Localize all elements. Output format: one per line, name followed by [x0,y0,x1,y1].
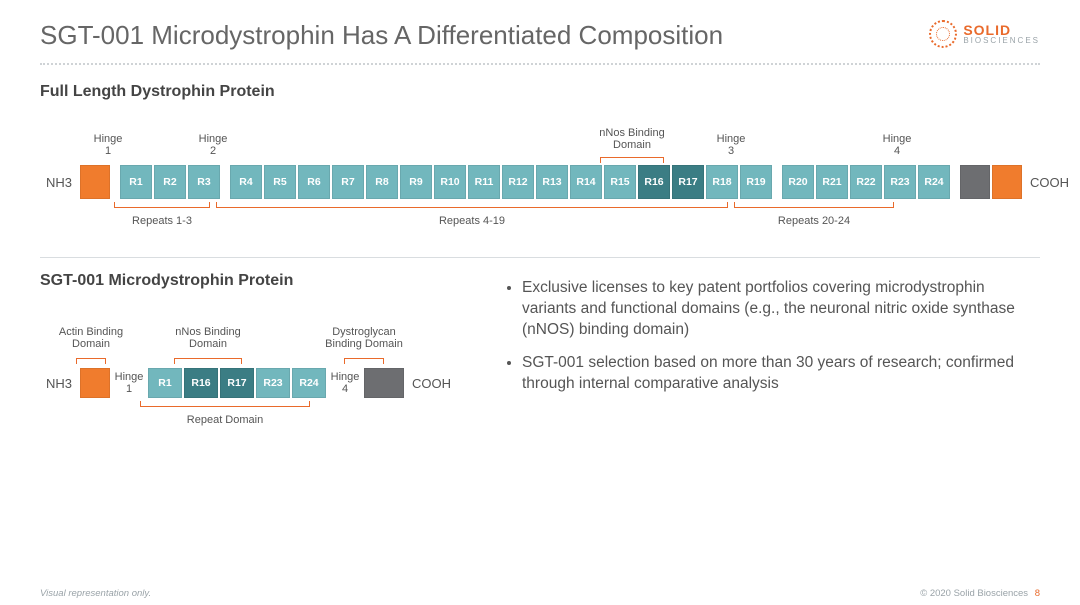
repeat-R10: R10 [434,165,466,199]
hinge2-label: Hinge2 [199,133,228,157]
footer-pagenum: 8 [1035,588,1040,599]
footer-disclaimer: Visual representation only. [40,588,151,599]
nh3-label: NH3 [40,175,78,190]
repeat-R22: R22 [850,165,882,199]
micro-R1: R1 [148,368,182,398]
repeat-R24: R24 [918,165,950,199]
orange-tail [992,165,1022,199]
full-protein-row: NH3R1R2R3R4R5R6R7R8R9R10R11R12R13R14R15R… [40,165,1075,199]
micro-R17: R17 [220,368,254,398]
footer-right: © 2020 Solid Biosciences 8 [920,588,1040,599]
hinge4-label: Hinge4 [883,133,912,157]
repeat-R8: R8 [366,165,398,199]
nnos-label: nNos BindingDomain [599,127,664,151]
micro-title: SGT-001 Microdystrophin Protein [40,272,470,290]
full-length-title: Full Length Dystrophin Protein [40,83,1040,101]
dgc-domain-label: DystroglycanBinding Domain [325,326,403,350]
repeat-R12: R12 [502,165,534,199]
repeat-R11: R11 [468,165,500,199]
section-divider [40,257,1040,258]
micro-grey-block [364,368,404,398]
lower-row: SGT-001 Microdystrophin Protein NH3 Hinge… [40,272,1040,444]
repeat-R15: R15 [604,165,636,199]
repeat-R23: R23 [884,165,916,199]
micro-protein-row: NH3 Hinge1R1R16R17R23R24Hinge4 COOH [40,368,457,398]
repeat-R19: R19 [740,165,772,199]
full-length-diagram: NH3R1R2R3R4R5R6R7R8R9R10R11R12R13R14R15R… [40,129,1040,239]
repeat-R14: R14 [570,165,602,199]
header-divider [40,63,1040,65]
bullet-item: SGT-001 selection based on more than 30 … [522,353,1040,395]
micro-nh3: NH3 [40,376,78,391]
actin-domain-brace [76,358,106,359]
footer-copyright: © 2020 Solid Biosciences [920,588,1028,599]
repeat-R17: R17 [672,165,704,199]
micro-cooh: COOH [406,376,457,391]
repeat-domain-brace [140,406,310,407]
repeat-R2: R2 [154,165,186,199]
repeat-R5: R5 [264,165,296,199]
micro-R23: R23 [256,368,290,398]
repeats-1-3-label: Repeats 1-3 [132,215,192,227]
slide-footer: Visual representation only. © 2020 Solid… [40,588,1040,599]
micro-diagram-panel: SGT-001 Microdystrophin Protein NH3 Hinge… [40,272,470,444]
repeat-R18: R18 [706,165,738,199]
micro-actin-block [80,368,110,398]
repeat-R9: R9 [400,165,432,199]
bullet-item: Exclusive licenses to key patent portfol… [522,278,1040,341]
repeats-4-19-label: Repeats 4-19 [439,215,505,227]
repeat-R16: R16 [638,165,670,199]
micro-hinge4: Hinge4 [328,371,362,395]
nnos-brace [600,157,664,158]
hinge1-label: Hinge1 [94,133,123,157]
repeats-4-19-brace [216,207,728,208]
logo-line2: BIOSCIENCES [963,37,1040,44]
bullets-panel: Exclusive licenses to key patent portfol… [500,272,1040,407]
grey-block [960,165,990,199]
repeats-1-3-brace [114,207,210,208]
repeats-20-24-brace [734,207,894,208]
dgc-domain-brace [344,358,384,359]
hinge3-label: Hinge3 [717,133,746,157]
bullet-list: Exclusive licenses to key patent portfol… [500,278,1040,395]
slide-header: SGT-001 Microdystrophin Has A Differenti… [40,20,1040,51]
micro-R24: R24 [292,368,326,398]
micro-diagram: NH3 Hinge1R1R16R17R23R24Hinge4 COOH Actin B… [40,324,470,444]
actin-block [80,165,110,199]
cooh-label: COOH [1024,175,1075,190]
company-logo: SOLID BIOSCIENCES [929,20,1040,48]
slide-title: SGT-001 Microdystrophin Has A Differenti… [40,20,723,51]
logo-text: SOLID BIOSCIENCES [963,24,1040,44]
micro-hinge1: Hinge1 [112,371,146,395]
repeat-R21: R21 [816,165,848,199]
repeat-R3: R3 [188,165,220,199]
micro-nnos-brace [174,358,242,359]
micro-R16: R16 [184,368,218,398]
repeat-R13: R13 [536,165,568,199]
repeats-20-24-label: Repeats 20-24 [778,215,850,227]
repeat-domain-label: Repeat Domain [187,414,263,426]
repeat-R6: R6 [298,165,330,199]
actin-domain-label: Actin BindingDomain [59,326,123,350]
repeat-R1: R1 [120,165,152,199]
logo-icon [929,20,957,48]
repeat-R4: R4 [230,165,262,199]
repeat-R20: R20 [782,165,814,199]
logo-line1: SOLID [963,24,1040,37]
micro-nnos-label: nNos BindingDomain [175,326,240,350]
repeat-R7: R7 [332,165,364,199]
